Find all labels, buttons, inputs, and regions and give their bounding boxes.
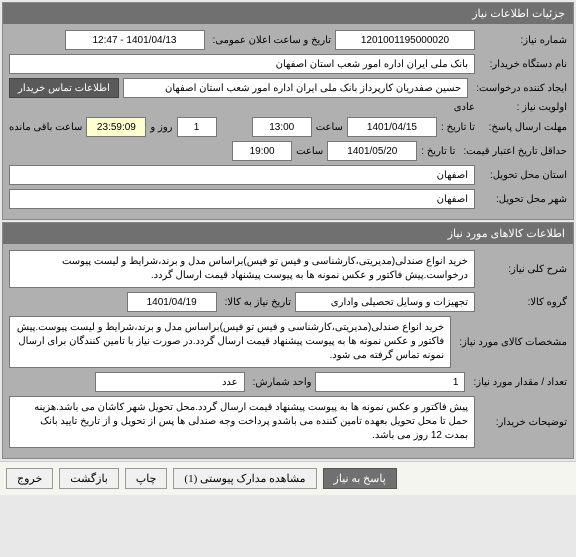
price-valid-date: 1401/05/20 <box>327 141 417 161</box>
view-attachments-button[interactable]: مشاهده مدارک پیوستی (1) <box>173 468 316 489</box>
group-label: گروه کالا: <box>479 297 567 308</box>
countdown-day: 1 <box>177 117 217 137</box>
buyer-desc-value: پیش فاکتور و عکس نمونه ها به پیوست پیشنه… <box>9 396 475 448</box>
back-button[interactable]: بازگشت <box>59 468 119 489</box>
time-label-1: ساعت <box>316 122 343 133</box>
reply-button[interactable]: پاسخ به نیاز <box>323 468 397 489</box>
need-details-panel: جزئیات اطلاعات نیاز شماره نیاز: 12010011… <box>2 2 574 220</box>
buyer-desc-label: توضیحات خریدار: <box>479 417 567 428</box>
exit-button[interactable]: خروج <box>6 468 53 489</box>
countdown-time: 23:59:09 <box>86 117 146 137</box>
price-valid-time: 19:00 <box>232 141 292 161</box>
announce-value: 1401/04/13 - 12:47 <box>65 30 205 50</box>
price-valid-to-label: تا تاریخ : <box>421 146 455 157</box>
del-city-label: شهر محل تحویل: <box>479 194 567 205</box>
qty-value: 1 <box>315 372 465 392</box>
countdown-time-suffix: ساعت باقی مانده <box>9 122 82 133</box>
panel2-title: اطلاعات کالاهای مورد نیاز <box>3 223 573 244</box>
deadline-time: 13:00 <box>252 117 312 137</box>
need-date-value: 1401/04/19 <box>127 292 217 312</box>
need-date-label: تاریخ نیاز به کالا: <box>221 297 291 308</box>
qty-label: تعداد / مقدار مورد نیاز: <box>469 377 567 388</box>
spec-label: مشخصات کالای مورد نیاز: <box>455 337 567 348</box>
panel1-title: جزئیات اطلاعات نیاز <box>3 3 573 24</box>
countdown-day-suffix: روز و <box>150 122 172 133</box>
unit-value: عدد <box>95 372 245 392</box>
time-label-2: ساعت <box>296 146 323 157</box>
deadline-label: مهلت ارسال پاسخ: <box>479 122 567 133</box>
priority-label: اولویت نیاز : <box>479 102 567 113</box>
group-value: تجهیزات و وسایل تحصیلی واداری <box>295 292 475 312</box>
del-prov-label: استان محل تحویل: <box>479 170 567 181</box>
del-prov-value: اصفهان <box>9 165 475 185</box>
del-city-value: اصفهان <box>9 189 475 209</box>
overall-value: خرید انواع صندلی(مدیریتی،کارشناسی و فیس … <box>9 250 475 288</box>
buyer-value: بانک ملی ایران اداره امور شعب استان اصفه… <box>9 54 475 74</box>
creator-value: حسین صفدریان کارپرداز بانک ملی ایران ادا… <box>123 78 468 98</box>
spec-value: خرید انواع صندلی(مدیریتی،کارشناسی و فیس … <box>9 316 451 368</box>
footer-bar: پاسخ به نیاز مشاهده مدارک پیوستی (1) چاپ… <box>0 461 576 495</box>
buyer-label: نام دستگاه خریدار: <box>479 59 567 70</box>
overall-label: شرح کلی نیاز: <box>479 264 567 275</box>
print-button[interactable]: چاپ <box>125 468 168 489</box>
deadline-date: 1401/04/15 <box>347 117 437 137</box>
need-no-label: شماره نیاز: <box>479 35 567 46</box>
price-valid-label: حداقل تاریخ اعتبار قیمت: <box>459 146 567 157</box>
contact-buyer-button[interactable]: اطلاعات تماس خریدار <box>9 78 119 98</box>
announce-label: تاریخ و ساعت اعلان عمومی: <box>209 35 332 46</box>
unit-label: واحد شمارش: <box>249 377 312 388</box>
creator-label: ایجاد کننده درخواست: <box>472 83 567 94</box>
deadline-from-label: تا تاریخ : <box>441 122 475 133</box>
priority-value: عادی <box>454 102 475 113</box>
need-no-value: 1201001195000020 <box>335 30 475 50</box>
panel1-body: شماره نیاز: 1201001195000020 تاریخ و ساع… <box>3 24 573 219</box>
panel2-body: شرح کلی نیاز: خرید انواع صندلی(مدیریتی،ک… <box>3 244 573 458</box>
goods-info-panel: اطلاعات کالاهای مورد نیاز شرح کلی نیاز: … <box>2 222 574 459</box>
